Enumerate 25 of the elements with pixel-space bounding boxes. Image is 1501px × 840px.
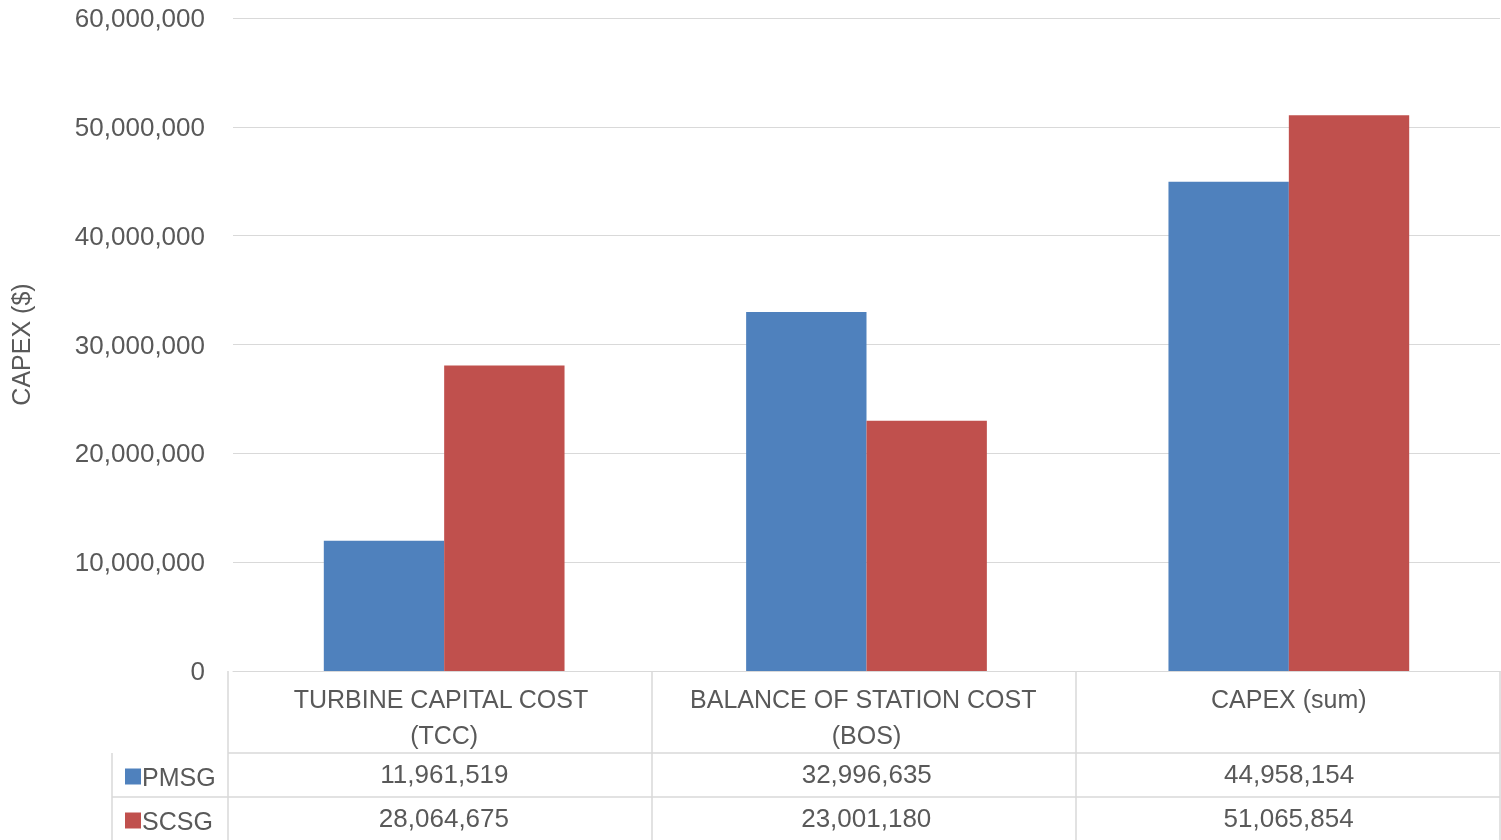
x-tick-label: CAPEX (sum) <box>1211 685 1367 713</box>
bar <box>1168 181 1289 671</box>
bar <box>866 420 987 671</box>
y-axis-title: CAPEX ($) <box>6 283 35 406</box>
y-tick-label: 50,000,000 <box>74 111 205 142</box>
y-tick-label: 0 <box>190 656 205 686</box>
y-tick-label: 60,000,000 <box>74 3 205 33</box>
data-label: 32,996,635 <box>801 759 932 789</box>
bar <box>746 311 867 671</box>
data-label: 11,961,519 <box>380 759 509 789</box>
y-tick-label: 40,000,000 <box>74 220 205 251</box>
legend-label: PMSG <box>142 762 216 791</box>
bar <box>1288 115 1410 671</box>
x-tick-label: TURBINE CAPITAL COST (TCC) <box>293 685 595 749</box>
x-tick-label: BALANCE OF STATION COST (BOS) <box>690 685 1043 749</box>
data-label: 23,001,180 <box>801 803 932 833</box>
y-tick-label: 30,000,000 <box>74 329 205 360</box>
data-label: 44,958,154 <box>1224 759 1355 789</box>
bar <box>323 540 445 671</box>
y-tick-label: 10,000,000 <box>74 547 205 578</box>
bar <box>444 365 565 671</box>
data-label: 28,064,675 <box>378 803 509 833</box>
legend-label: SCSG <box>142 806 213 835</box>
data-label: 51,065,854 <box>1223 803 1354 833</box>
y-tick-label: 20,000,000 <box>74 438 205 469</box>
